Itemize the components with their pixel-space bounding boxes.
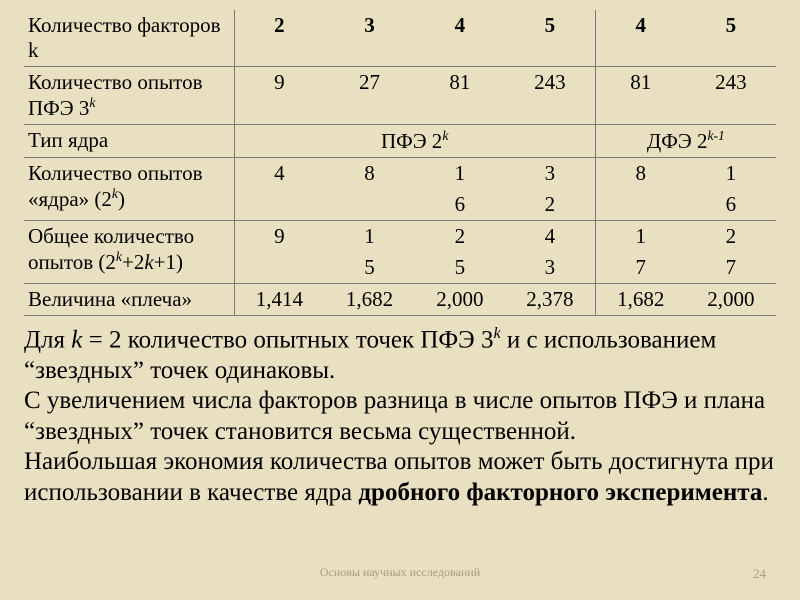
table-row: Количество опытов ПФЭ 3k 9 27 81 243 81 … <box>24 67 776 125</box>
table-row: Тип ядра ПФЭ 2k ДФЭ 2k-1 <box>24 125 776 158</box>
cell: 5 <box>415 252 505 284</box>
table-row: Количество опытов «ядра» (2k) 4 8 1 3 8 … <box>24 158 776 190</box>
cell: 1 <box>415 158 505 190</box>
cell <box>234 189 324 221</box>
cell: 2 <box>234 10 324 67</box>
cell: 7 <box>595 252 685 284</box>
cell: 5 <box>505 10 595 67</box>
cell: 9 <box>234 67 324 125</box>
page-number: 24 <box>753 566 766 582</box>
cell: 3 <box>505 158 595 190</box>
cell: 2,000 <box>686 284 776 316</box>
cell <box>324 189 414 221</box>
cell: 81 <box>415 67 505 125</box>
table-row: Общее количество опытов (2k+2k+1) 9 1 2 … <box>24 221 776 253</box>
cell: 8 <box>324 158 414 190</box>
row-label-arm: Величина «плеча» <box>24 284 234 316</box>
cell: 1 <box>595 221 685 253</box>
cell: 4 <box>595 10 685 67</box>
coretype-left: ПФЭ 2k <box>234 125 595 158</box>
cell: 243 <box>505 67 595 125</box>
cell: 2,000 <box>415 284 505 316</box>
table-row: Величина «плеча» 1,414 1,682 2,000 2,378… <box>24 284 776 316</box>
body-paragraph: Для k = 2 количество опытных точек ПФЭ 3… <box>24 324 776 508</box>
cell: 81 <box>595 67 685 125</box>
row-label-core2k: Количество опытов «ядра» (2k) <box>24 158 234 221</box>
cell: 6 <box>415 189 505 221</box>
row-label-factors: Количество факторов k <box>24 10 234 67</box>
cell: 4 <box>505 221 595 253</box>
cell <box>234 252 324 284</box>
coretype-right: ДФЭ 2k-1 <box>595 125 776 158</box>
cell: 9 <box>234 221 324 253</box>
parameters-table: Количество факторов k 2 3 4 5 4 5 Количе… <box>24 10 776 316</box>
cell: 4 <box>415 10 505 67</box>
cell: 2,378 <box>505 284 595 316</box>
cell: 2 <box>415 221 505 253</box>
cell: 3 <box>505 252 595 284</box>
cell: 6 <box>686 189 776 221</box>
cell: 1,682 <box>595 284 685 316</box>
cell: 4 <box>234 158 324 190</box>
cell: 8 <box>595 158 685 190</box>
cell: 7 <box>686 252 776 284</box>
cell: 1,682 <box>324 284 414 316</box>
cell: 3 <box>324 10 414 67</box>
cell <box>595 189 685 221</box>
row-label-total: Общее количество опытов (2k+2k+1) <box>24 221 234 284</box>
cell: 5 <box>686 10 776 67</box>
cell: 2 <box>505 189 595 221</box>
cell: 2 <box>686 221 776 253</box>
row-label-coretype: Тип ядра <box>24 125 234 158</box>
cell: 1 <box>324 221 414 253</box>
cell: 27 <box>324 67 414 125</box>
cell: 1,414 <box>234 284 324 316</box>
slide: Количество факторов k 2 3 4 5 4 5 Количе… <box>0 0 800 600</box>
cell: 1 <box>686 158 776 190</box>
table-row: Количество факторов k 2 3 4 5 4 5 <box>24 10 776 67</box>
cell: 243 <box>686 67 776 125</box>
row-label-pfe3k: Количество опытов ПФЭ 3k <box>24 67 234 125</box>
cell: 5 <box>324 252 414 284</box>
